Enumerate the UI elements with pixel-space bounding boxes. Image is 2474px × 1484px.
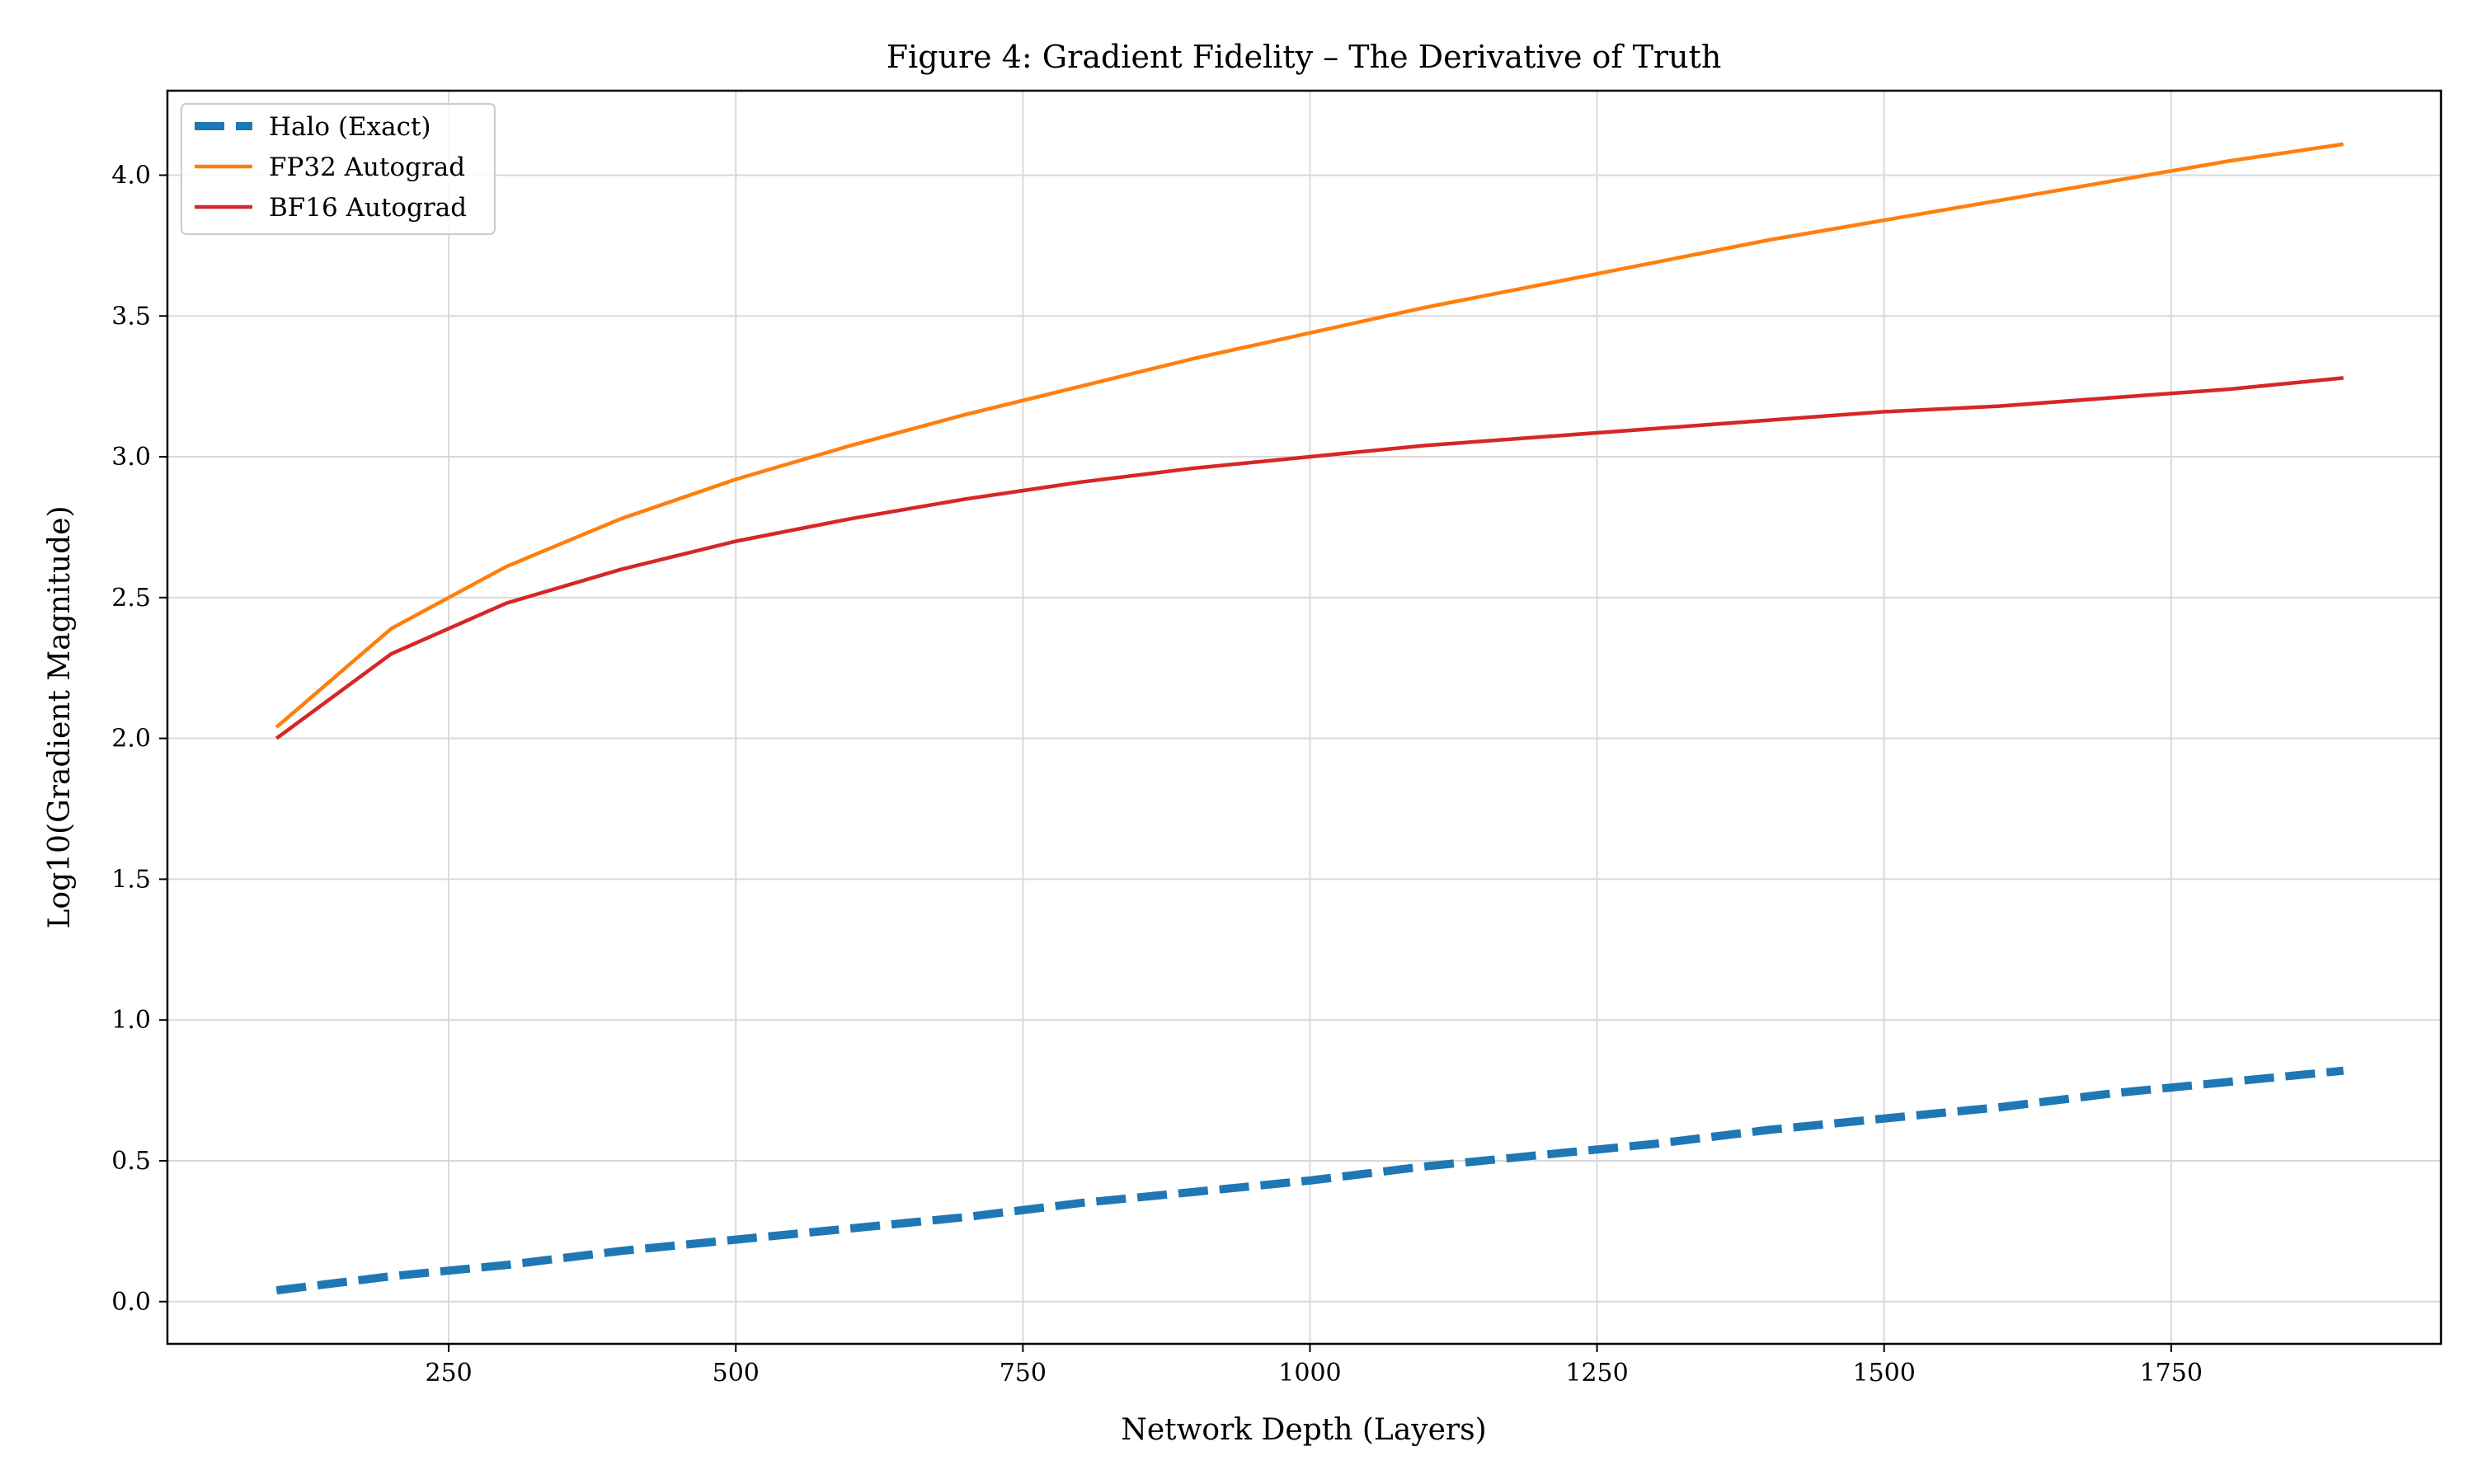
series-line-bf16-autograd [275, 376, 2344, 740]
x-tick-label: 1500 [1852, 1359, 1915, 1388]
x-tick-label: 1250 [1565, 1359, 1628, 1388]
y-tick-label: 1.5 [111, 865, 151, 894]
legend-box [181, 103, 496, 235]
legend-label: BF16 Autograd [269, 193, 467, 223]
y-tick-label: 0.5 [111, 1147, 151, 1176]
y-tick-label: 2.5 [111, 584, 151, 613]
series-layer [275, 142, 2345, 1295]
y-tick-label: 4.0 [111, 161, 151, 190]
tick-layer: 250 500 750 1000 1250 1500 1750 0.0 0.5 1.0 1.5 2.0… [111, 161, 2203, 1388]
x-tick-label: 1750 [2140, 1359, 2203, 1388]
plot-area-frame [166, 89, 2443, 1345]
chart-title: Figure 4: Gradient Fidelity – The Deriva… [887, 39, 1722, 75]
x-axis-label: Network Depth (Layers) [1121, 1413, 1486, 1447]
legend: Halo (Exact) FP32 Autograd BF16 Autograd [181, 103, 496, 235]
y-tick-label: 3.5 [111, 302, 151, 331]
y-tick-label: 2.0 [111, 725, 151, 754]
y-tick-label: 0.0 [111, 1288, 151, 1317]
x-tick-label: 250 [426, 1359, 473, 1388]
series-line-fp32-autograd [275, 142, 2344, 729]
y-tick-label: 1.0 [111, 1006, 151, 1035]
y-axis-label: Log10(Gradient Magnitude) [43, 506, 77, 929]
x-tick-label: 1000 [1278, 1359, 1341, 1388]
legend-label: FP32 Autograd [269, 153, 465, 182]
legend-label: Halo (Exact) [269, 112, 431, 142]
y-tick-label: 3.0 [111, 443, 151, 472]
x-tick-label: 500 [713, 1359, 760, 1388]
x-tick-label: 750 [999, 1359, 1047, 1388]
series-line-halo-exact [275, 1066, 2345, 1295]
